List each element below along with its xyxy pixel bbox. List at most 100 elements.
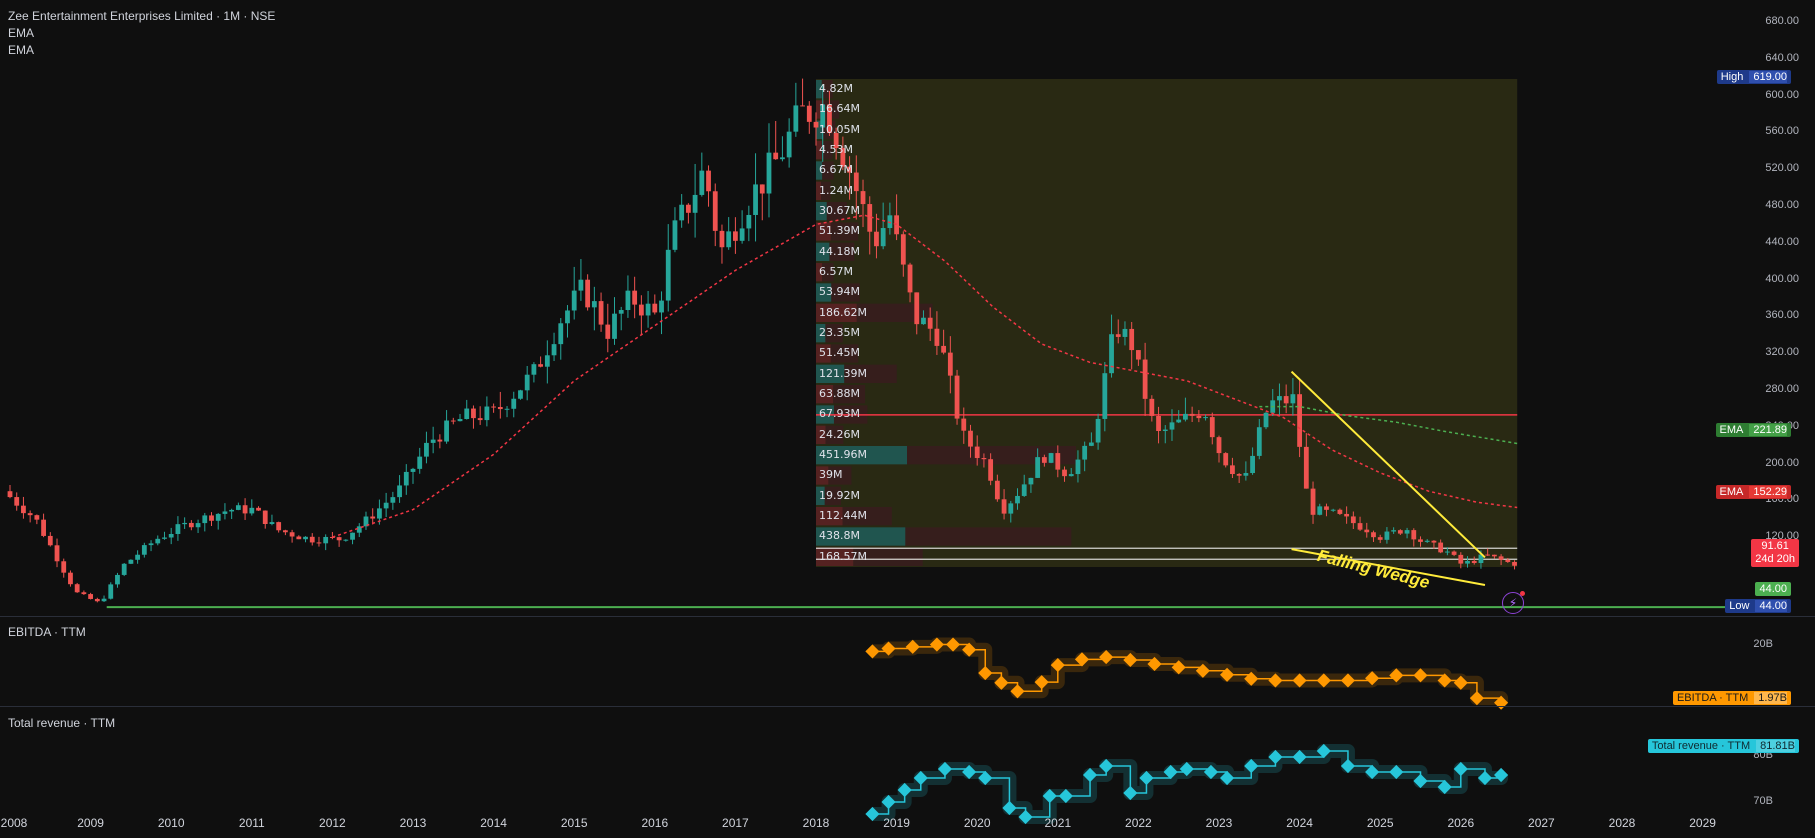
candle-body xyxy=(1122,328,1128,337)
candle-body xyxy=(1310,488,1316,515)
candle-body xyxy=(1075,459,1081,475)
candle-body xyxy=(81,592,87,595)
candle-body xyxy=(659,300,664,313)
revenue-point xyxy=(1002,800,1017,816)
indicator-ema-1[interactable]: EMA xyxy=(8,26,35,40)
candle-body xyxy=(377,508,382,519)
candle-body xyxy=(175,524,181,534)
candle-body xyxy=(726,231,732,248)
candle-body xyxy=(800,105,805,107)
volume-profile-label: 4.82M xyxy=(819,82,853,95)
volume-profile-bar xyxy=(816,507,843,526)
volume-profile-label: 30.67M xyxy=(819,204,860,217)
candle-body xyxy=(840,148,846,167)
indicator-ema-2[interactable]: EMA xyxy=(8,43,35,57)
candle-body xyxy=(645,303,651,316)
price-axis-label: 600.00 xyxy=(1765,88,1799,101)
ebitda-point xyxy=(881,641,896,656)
candle-body xyxy=(1418,539,1423,542)
candle-body xyxy=(363,516,369,527)
time-axis-label: 2029 xyxy=(1689,816,1716,830)
candle-body xyxy=(7,491,13,498)
revenue-point xyxy=(1099,758,1114,774)
candle-body xyxy=(665,249,671,301)
candle-body xyxy=(410,468,416,472)
candle-body xyxy=(612,313,617,339)
volume-profile-bar xyxy=(816,263,823,282)
ebitda-pane-title[interactable]: EBITDA · TTM xyxy=(8,625,86,639)
candle-body xyxy=(1431,540,1437,543)
volume-profile-bar xyxy=(816,222,831,241)
volume-profile-bar xyxy=(844,364,897,383)
candle-body xyxy=(1015,495,1020,504)
volume-profile-label: 24.26M xyxy=(819,427,860,441)
candle-body xyxy=(1458,554,1464,564)
volume-profile-label: 6.57M xyxy=(819,265,853,278)
symbol-title[interactable]: Zee Entertainment Enterprises Limited · … xyxy=(8,9,276,23)
candle-body xyxy=(94,598,100,602)
volume-profile-bar xyxy=(842,507,892,526)
volume-profile-label: 53.94M xyxy=(819,285,860,299)
revenue-point xyxy=(881,794,896,810)
lightning-icon[interactable]: ⚡ xyxy=(1502,591,1525,614)
candle-body xyxy=(296,536,302,540)
candle-body xyxy=(148,543,154,546)
candle-body xyxy=(61,561,67,573)
revenue-point xyxy=(1316,743,1331,759)
candle-body xyxy=(1129,328,1135,351)
candle-body xyxy=(1055,453,1061,470)
time-axis-label: 2026 xyxy=(1447,816,1475,830)
candle-body xyxy=(974,446,980,459)
candle-body xyxy=(1236,474,1242,476)
candle-body xyxy=(1183,413,1188,420)
candle-body xyxy=(1021,484,1027,496)
volume-profile-label: 67.93M xyxy=(819,407,860,421)
time-axis-label: 2011 xyxy=(238,816,265,830)
candle-body xyxy=(887,215,893,229)
candle-body xyxy=(68,572,73,585)
candle-body xyxy=(497,406,503,410)
candle-body xyxy=(417,456,423,469)
revenue-point xyxy=(1389,764,1404,780)
revenue-point xyxy=(1244,758,1259,774)
ebitda-axis-label: 20B xyxy=(1753,638,1773,650)
time-axis-label: 2023 xyxy=(1205,816,1233,830)
volume-profile-bar xyxy=(824,486,841,505)
candle-body xyxy=(632,290,638,305)
candle-body xyxy=(900,234,906,265)
revenue-pane-title[interactable]: Total revenue · TTM xyxy=(8,716,116,730)
candle-body xyxy=(1196,415,1202,419)
chart-legend: Zee Entertainment Enterprises Limited · … xyxy=(8,8,275,59)
volume-profile-bar xyxy=(816,202,827,221)
revenue-point xyxy=(1042,788,1057,804)
price-axis-label: 360.00 xyxy=(1765,309,1799,322)
candle-body xyxy=(1451,551,1457,555)
candle-body xyxy=(1041,457,1047,463)
ebitda-point xyxy=(1292,673,1307,688)
price-axis-label: 560.00 xyxy=(1765,125,1799,138)
candle-body xyxy=(397,485,402,498)
candle-body xyxy=(1263,412,1269,428)
time-axis-label: 2014 xyxy=(480,816,507,830)
revenue-point xyxy=(1494,767,1509,783)
candle-body xyxy=(524,374,530,391)
candle-body xyxy=(692,194,698,213)
candle-body xyxy=(1068,474,1074,477)
time-axis-label: 2012 xyxy=(319,816,346,830)
candle-body xyxy=(1216,437,1222,454)
time-axis-label: 2025 xyxy=(1366,816,1394,830)
candle-body xyxy=(1102,373,1108,419)
ebitda-point xyxy=(1123,652,1138,668)
volume-profile-label: 39M xyxy=(819,468,843,482)
candle-body xyxy=(598,301,604,325)
candle-body xyxy=(894,215,899,235)
candle-body xyxy=(1001,499,1007,514)
candle-body xyxy=(1404,530,1410,534)
candle-body xyxy=(491,406,496,408)
candle-body xyxy=(759,184,765,194)
candle-body xyxy=(1478,554,1484,564)
revenue-tag: Total revenue · TTM 81.81B xyxy=(1647,739,1799,753)
candle-body xyxy=(74,584,80,593)
time-axis-label: 2027 xyxy=(1528,816,1555,830)
